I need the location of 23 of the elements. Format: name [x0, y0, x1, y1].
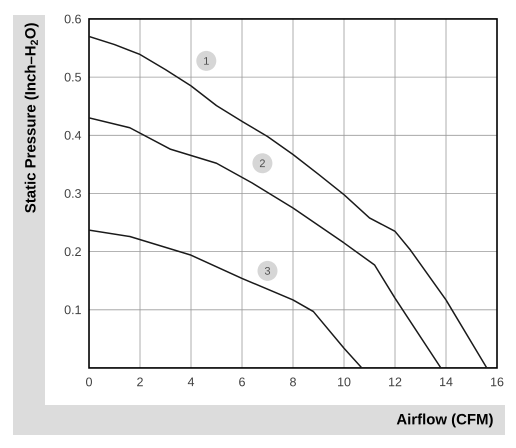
x-tick-label: 14 — [440, 378, 453, 386]
line-series — [89, 117, 442, 368]
annotation: 3 — [264, 266, 270, 275]
line-series — [89, 229, 363, 368]
y-tick-label: 0.5 — [64, 72, 81, 82]
x-tick-label: 12 — [389, 378, 402, 386]
x-tick-label: 0 — [86, 378, 92, 386]
x-tick-label: 8 — [290, 378, 296, 386]
y-tick-label: 0.4 — [64, 130, 82, 140]
x-tick-label: 2 — [137, 378, 143, 386]
y-tick-label: 0.2 — [64, 247, 81, 256]
annotation: 1 — [204, 57, 209, 65]
x-tick-label: 16 — [491, 378, 504, 386]
annotation: 2 — [260, 159, 265, 168]
x-axis-title: Airflow (CFM) — [396, 414, 493, 428]
y-axis-title: Static Pressure (Inch–H$_{2}$O) — [24, 23, 39, 213]
x-tick-label: 6 — [239, 378, 245, 386]
x-tick-label: 4 — [188, 378, 194, 386]
y-tick-label: 0.1 — [64, 305, 81, 314]
x-tick-label: 10 — [338, 378, 350, 386]
y-tick-label: 0.3 — [64, 189, 81, 198]
y-tick-label: 0.6 — [64, 14, 81, 24]
line-series — [89, 36, 488, 368]
